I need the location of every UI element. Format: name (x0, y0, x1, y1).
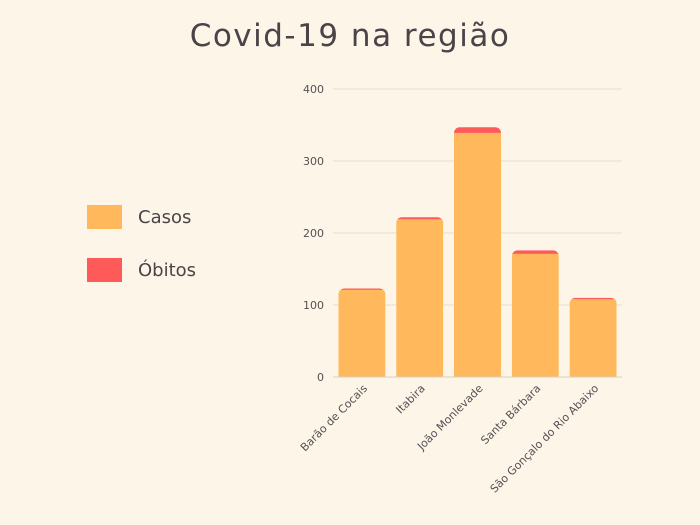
y-tick-label: 200 (303, 227, 324, 240)
bar-group (454, 127, 501, 377)
bar-obitos (454, 127, 501, 133)
bar-casos (569, 299, 617, 377)
x-tick-label: São Gonçalo do Rio Abaixo (488, 382, 602, 496)
y-tick-label: 100 (303, 299, 324, 312)
bar-group (569, 297, 617, 377)
x-tick-label: Santa Bárbara (478, 382, 543, 447)
bar-obitos (396, 217, 444, 220)
legend-swatch-obitos (87, 258, 122, 282)
legend-swatch-casos (87, 205, 122, 229)
bar-obitos (511, 250, 559, 254)
y-tick-label: 400 (303, 83, 324, 96)
legend-label-obitos: Óbitos (138, 259, 197, 281)
legend-item-obitos[interactable]: Óbitos (87, 257, 196, 283)
y-tick-label: 0 (317, 371, 324, 384)
bar-obitos (569, 297, 617, 300)
bar-group (396, 217, 444, 377)
x-tick-label: Barão de Cocais (298, 382, 370, 454)
bar-group (511, 250, 559, 377)
bar-casos (511, 253, 559, 377)
bar-casos (338, 289, 386, 377)
bar-group (338, 288, 386, 377)
x-tick-label: Itabira (393, 382, 427, 416)
legend-item-casos[interactable]: Casos (87, 204, 196, 230)
legend: Casos Óbitos (87, 204, 196, 310)
bar-casos (454, 132, 501, 377)
y-tick-label: 300 (303, 155, 324, 168)
bar-casos (396, 219, 444, 377)
bar-obitos (338, 288, 386, 290)
legend-label-casos: Casos (138, 206, 192, 228)
chart-title: Covid-19 na região (189, 18, 511, 54)
